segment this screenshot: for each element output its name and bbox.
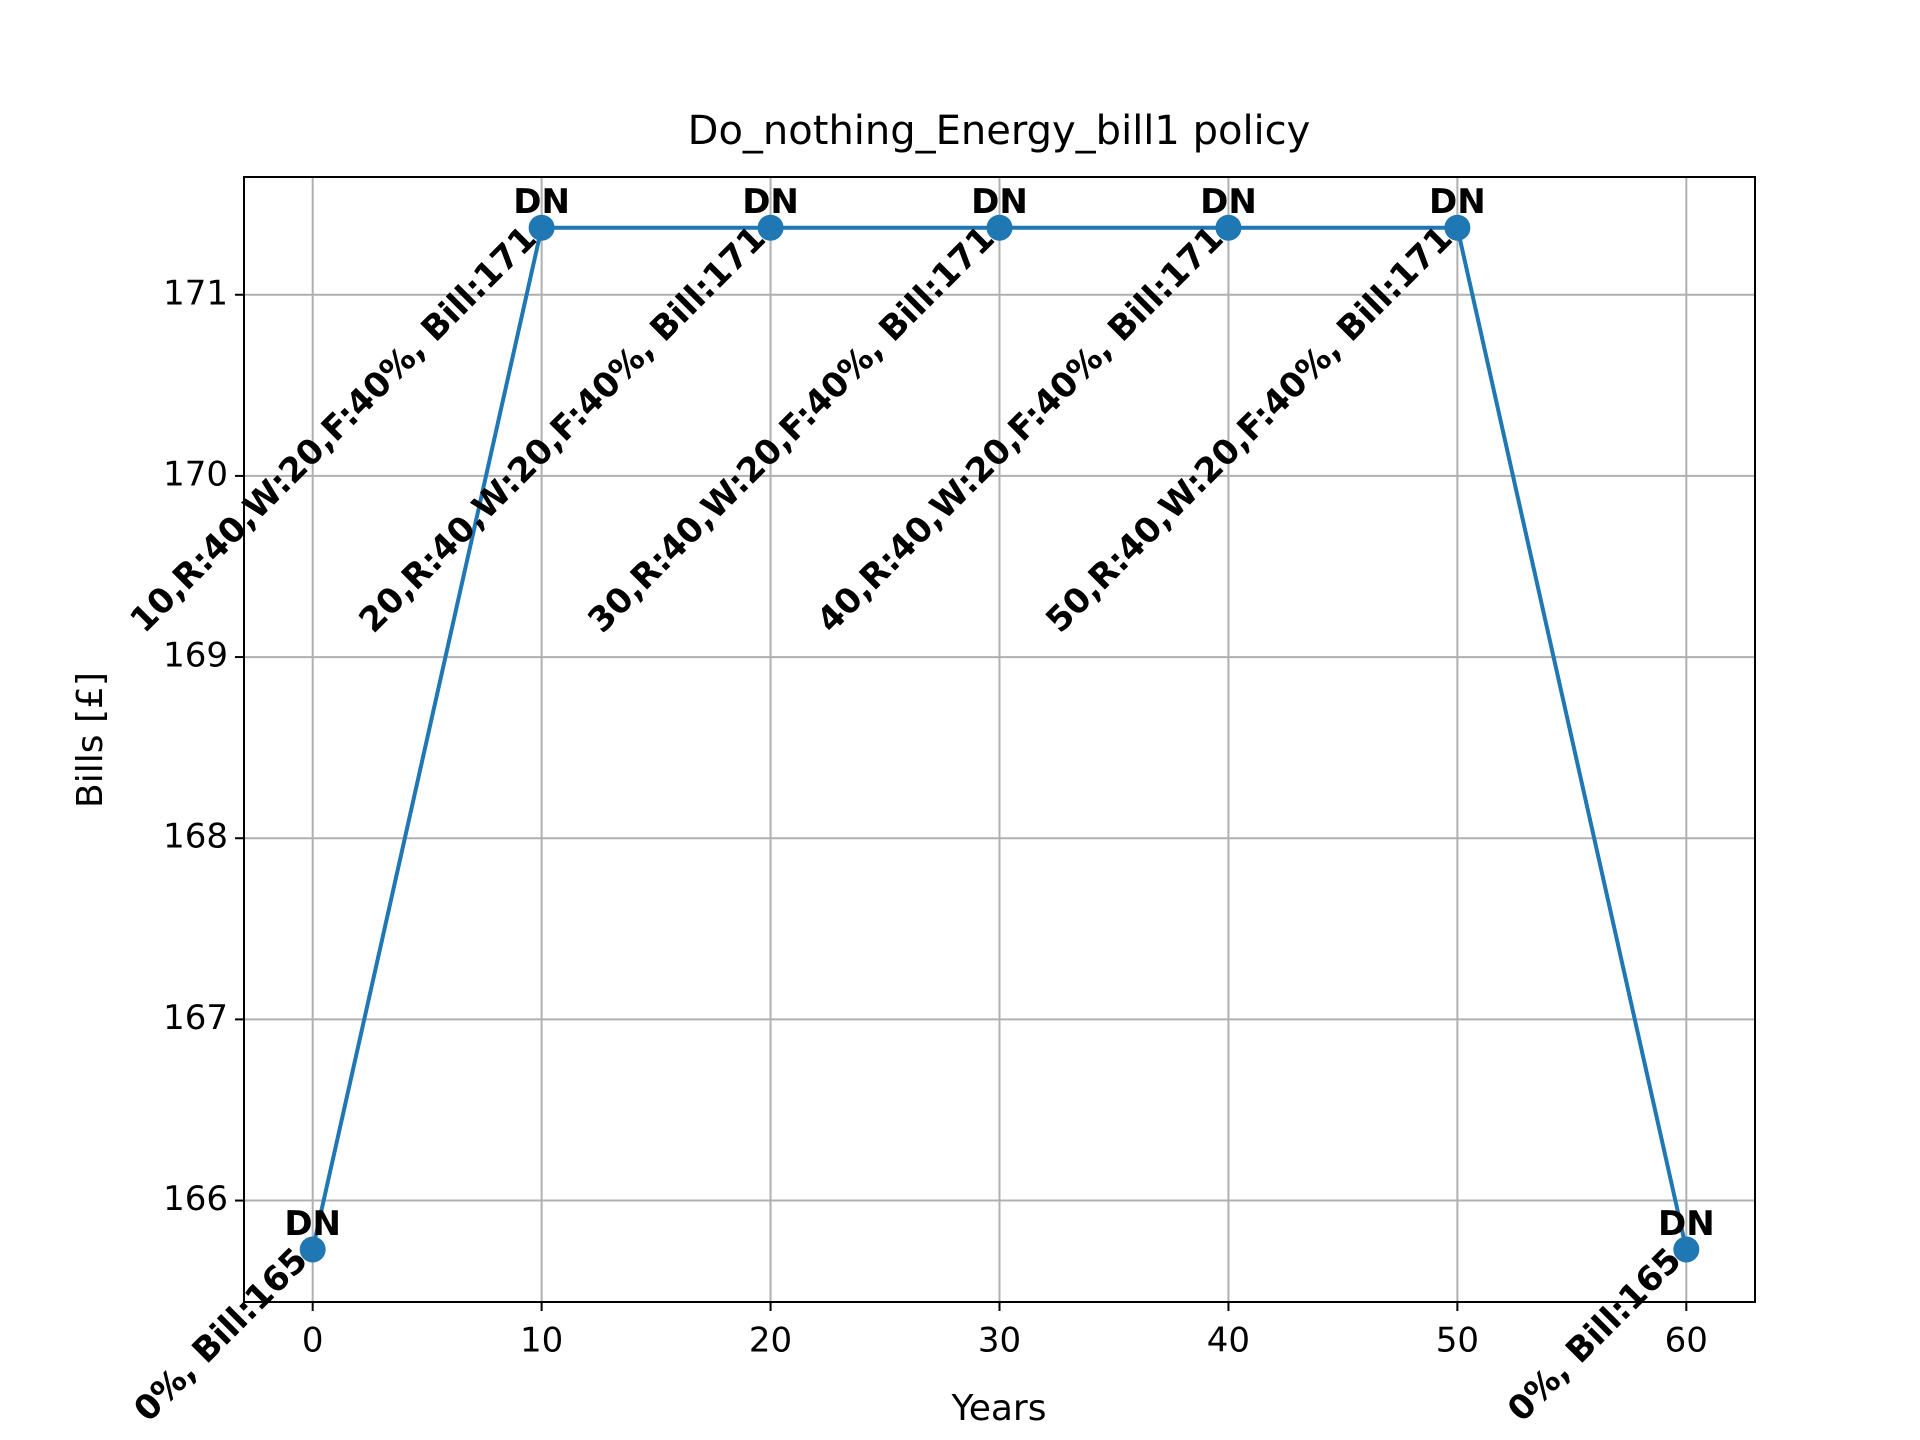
marker-label: DN [1429, 182, 1486, 222]
data-point [299, 1236, 326, 1263]
y-tick-label: 168 [163, 817, 228, 857]
x-tick-label: 40 [1207, 1321, 1250, 1361]
marker-label: DN [1200, 182, 1257, 222]
chart-title: Do_nothing_Energy_bill1 policy [688, 108, 1311, 154]
x-tick-label: 50 [1436, 1321, 1479, 1361]
x-axis-label: Years [951, 1388, 1047, 1429]
marker-label: DN [971, 182, 1028, 222]
plot-frame [243, 176, 1756, 1303]
y-axis-label: Bills [£] [70, 672, 111, 808]
x-tick-label: 60 [1665, 1321, 1708, 1361]
y-tick-label: 169 [163, 636, 228, 676]
data-point [986, 214, 1013, 241]
y-tick-label: 167 [163, 998, 228, 1038]
point-label: 30,R:40,W:20,F:40%, Bill:171 [580, 219, 1002, 641]
data-point [757, 214, 784, 241]
point-label: 0%, Bill:165 [126, 1240, 315, 1429]
data-point [1444, 214, 1471, 241]
x-tick-label: 20 [749, 1321, 792, 1361]
marker-label: DN [284, 1204, 341, 1244]
marker-label: DN [513, 182, 570, 222]
y-tick-label: 170 [163, 454, 228, 494]
x-tick-label: 30 [978, 1321, 1021, 1361]
data-point [528, 214, 555, 241]
data-point [1673, 1236, 1700, 1263]
point-label: 0%, Bill:165 [1500, 1240, 1689, 1429]
y-tick-label: 166 [163, 1179, 228, 1219]
point-label: 40,R:40,W:20,F:40%, Bill:171 [809, 219, 1231, 641]
x-tick-label: 0 [302, 1321, 324, 1361]
y-tick-label: 171 [163, 273, 228, 313]
data-point [1215, 214, 1242, 241]
marker-label: DN [1658, 1204, 1715, 1244]
x-tick-label: 10 [520, 1321, 563, 1361]
point-label: 50,R:40,W:20,F:40%, Bill:171 [1038, 219, 1460, 641]
marker-label: DN [742, 182, 799, 222]
point-label: 20,R:40,W:20,F:40%, Bill:171 [351, 219, 773, 641]
